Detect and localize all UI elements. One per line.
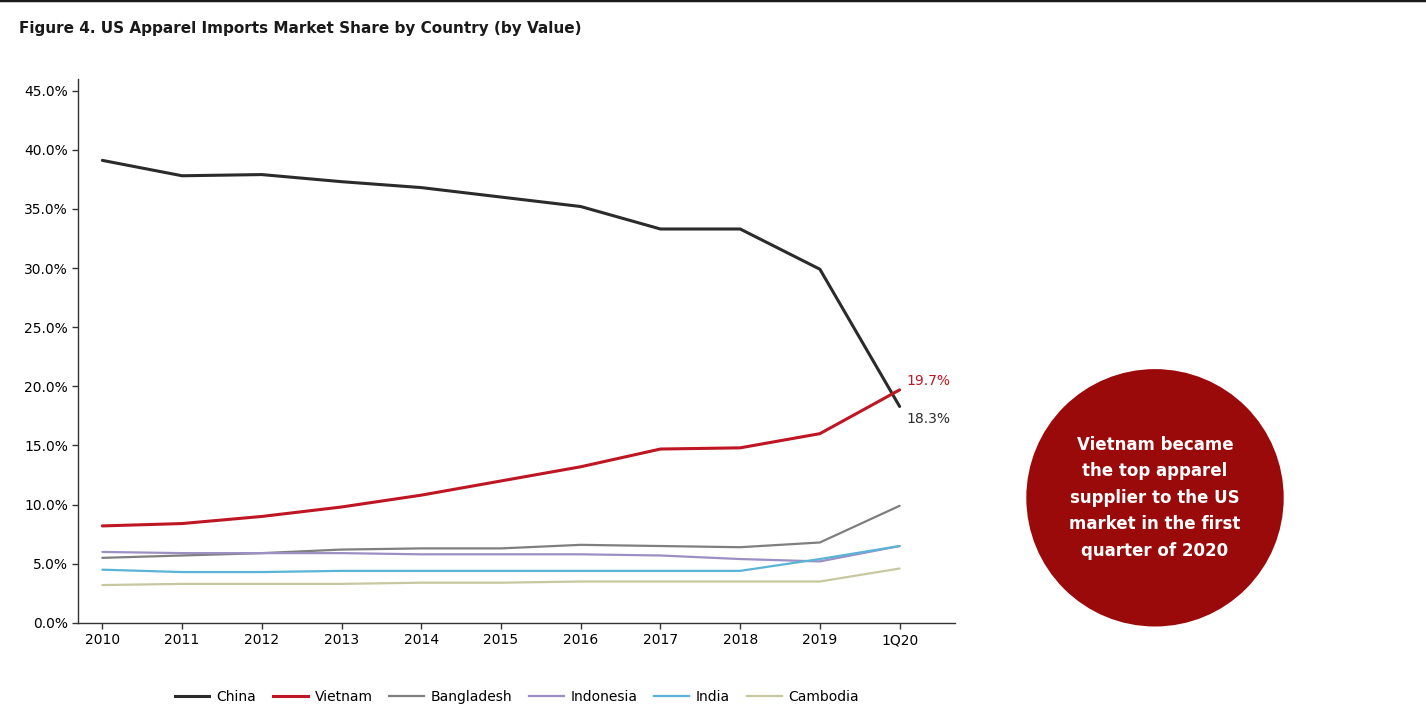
Text: Figure 4. US Apparel Imports Market Share by Country (by Value): Figure 4. US Apparel Imports Market Shar… [19, 21, 580, 37]
Line: Cambodia: Cambodia [103, 569, 900, 585]
Vietnam [572, 463, 589, 471]
Indonesia [94, 548, 111, 556]
Line: Bangladesh: Bangladesh [103, 505, 900, 558]
India [492, 566, 509, 575]
Line: India: India [103, 546, 900, 572]
Bangladesh [412, 544, 429, 553]
India [652, 566, 669, 575]
Line: Indonesia: Indonesia [103, 546, 900, 561]
Vietnam [891, 386, 908, 395]
Vietnam [652, 445, 669, 453]
China [174, 171, 191, 180]
Cambodia [572, 577, 589, 586]
China [891, 402, 908, 411]
China [334, 178, 351, 186]
Vietnam [492, 477, 509, 485]
Indonesia [174, 549, 191, 558]
Cambodia [811, 577, 829, 586]
Vietnam [811, 430, 829, 438]
Line: Vietnam: Vietnam [103, 390, 900, 526]
Indonesia [652, 551, 669, 560]
Bangladesh [334, 546, 351, 554]
Line: China: China [103, 160, 900, 407]
China [811, 265, 829, 274]
Cambodia [254, 579, 271, 588]
China [94, 156, 111, 165]
Bangladesh [891, 501, 908, 510]
India [572, 566, 589, 575]
Bangladesh [652, 542, 669, 551]
India [732, 566, 749, 575]
Cambodia [174, 579, 191, 588]
Vietnam [174, 519, 191, 528]
China [572, 202, 589, 211]
Bangladesh [174, 551, 191, 560]
Vietnam [412, 491, 429, 500]
Cambodia [732, 577, 749, 586]
China [254, 170, 271, 179]
Cambodia [412, 579, 429, 587]
India [891, 542, 908, 551]
Indonesia [572, 550, 589, 558]
India [174, 568, 191, 576]
Vietnam [94, 522, 111, 531]
Bangladesh [732, 543, 749, 551]
Bangladesh [572, 541, 589, 549]
Legend: China, Vietnam, Bangladesh, Indonesia, India, Cambodia: China, Vietnam, Bangladesh, Indonesia, I… [170, 684, 864, 710]
China [492, 193, 509, 201]
Text: 18.3%: 18.3% [906, 412, 950, 426]
Cambodia [891, 564, 908, 573]
China [652, 225, 669, 233]
India [254, 568, 271, 576]
Cambodia [334, 579, 351, 588]
India [334, 566, 351, 575]
China [412, 183, 429, 192]
Cambodia [492, 579, 509, 587]
Indonesia [891, 542, 908, 551]
Indonesia [811, 557, 829, 566]
Indonesia [254, 549, 271, 558]
Bangladesh [94, 553, 111, 562]
India [412, 566, 429, 575]
Text: 19.7%: 19.7% [906, 374, 950, 387]
Indonesia [492, 550, 509, 558]
India [94, 566, 111, 574]
Cambodia [652, 577, 669, 586]
Cambodia [94, 581, 111, 589]
Indonesia [412, 550, 429, 558]
China [732, 225, 749, 233]
India [811, 555, 829, 563]
Bangladesh [254, 549, 271, 558]
Indonesia [334, 549, 351, 558]
Bangladesh [492, 544, 509, 553]
Vietnam [732, 443, 749, 452]
Text: Vietnam became
the top apparel
supplier to the US
market in the first
quarter of: Vietnam became the top apparel supplier … [1070, 436, 1241, 560]
Circle shape [1027, 369, 1283, 626]
Indonesia [732, 555, 749, 563]
Bangladesh [811, 538, 829, 547]
Vietnam [334, 503, 351, 511]
Vietnam [254, 512, 271, 521]
